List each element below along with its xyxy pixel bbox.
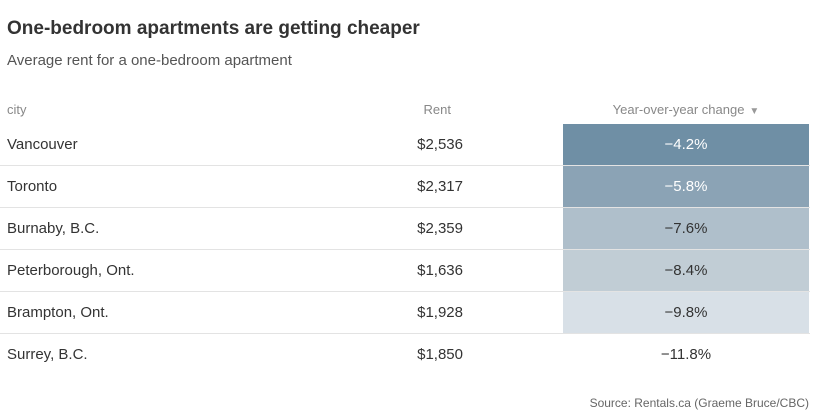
row-divider bbox=[0, 165, 810, 166]
change-cell: −9.8% bbox=[563, 292, 809, 333]
chart-subtitle: Average rent for a one-bedroom apartment bbox=[7, 52, 292, 69]
table-row: Burnaby, B.C. $2,359 −7.6% bbox=[0, 208, 827, 250]
table-row: Toronto $2,317 −5.8% bbox=[0, 166, 827, 208]
source-note: Source: Rentals.ca (Graeme Bruce/CBC) bbox=[589, 396, 809, 410]
city-cell: Toronto bbox=[7, 178, 58, 195]
rent-cell: $1,850 bbox=[417, 346, 463, 363]
rent-cell: $1,928 bbox=[417, 304, 463, 321]
table-row: Brampton, Ont. $1,928 −9.8% bbox=[0, 292, 827, 334]
row-divider bbox=[0, 207, 810, 208]
change-cell: −5.8% bbox=[563, 166, 809, 207]
city-cell: Vancouver bbox=[7, 136, 78, 153]
row-divider bbox=[0, 291, 810, 292]
column-header-change-label: Year-over-year change bbox=[612, 102, 745, 117]
change-cell: −11.8% bbox=[563, 334, 809, 375]
column-header-rent[interactable]: Rent bbox=[423, 102, 451, 117]
rent-cell: $2,317 bbox=[417, 178, 463, 195]
row-divider bbox=[0, 249, 810, 250]
sort-descending-icon[interactable]: ▼ bbox=[749, 106, 760, 117]
column-header-city[interactable]: city bbox=[7, 102, 27, 117]
row-divider bbox=[0, 333, 810, 334]
rent-cell: $2,536 bbox=[417, 136, 463, 153]
change-cell: −4.2% bbox=[563, 124, 809, 165]
city-cell: Surrey, B.C. bbox=[7, 346, 88, 363]
table-row: Vancouver $2,536 −4.2% bbox=[0, 124, 827, 166]
city-cell: Peterborough, Ont. bbox=[7, 262, 135, 279]
change-cell: −8.4% bbox=[563, 250, 809, 291]
city-cell: Burnaby, B.C. bbox=[7, 220, 100, 237]
city-cell: Brampton, Ont. bbox=[7, 304, 109, 321]
change-cell: −7.6% bbox=[563, 208, 809, 249]
chart-title: One-bedroom apartments are getting cheap… bbox=[7, 18, 420, 39]
rent-cell: $1,636 bbox=[417, 262, 463, 279]
table-row: Surrey, B.C. $1,850 −11.8% bbox=[0, 334, 827, 376]
column-header-change[interactable]: Year-over-year change ▼ bbox=[563, 102, 809, 117]
rent-cell: $2,359 bbox=[417, 220, 463, 237]
table-row: Peterborough, Ont. $1,636 −8.4% bbox=[0, 250, 827, 292]
